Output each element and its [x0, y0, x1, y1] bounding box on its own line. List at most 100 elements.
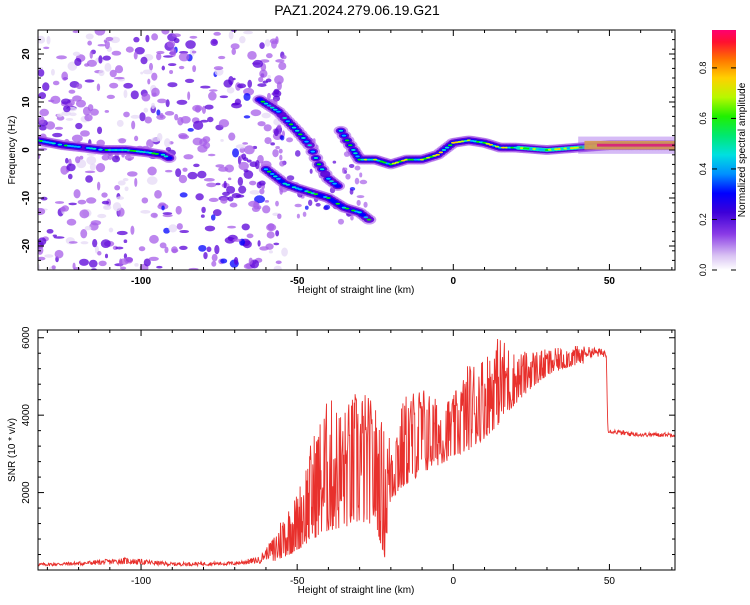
noise-blob [231, 48, 236, 56]
noise-blob [148, 62, 154, 71]
x-tick-label: -50 [290, 576, 305, 587]
noise-blob [237, 83, 247, 89]
noise-blob [71, 134, 83, 143]
noise-blob [247, 50, 257, 60]
ridge-segment [285, 183, 291, 186]
noise-blob [109, 69, 117, 78]
noise-blob [97, 213, 107, 219]
noise-blob [76, 83, 83, 90]
ridge-segment [507, 146, 512, 149]
noise-blob [179, 192, 188, 198]
ridge-segment [307, 144, 312, 147]
noise-blob [207, 153, 216, 157]
noise-blob [164, 169, 173, 173]
noise-blob [257, 121, 266, 127]
noise-blob [84, 170, 96, 174]
noise-blob [195, 193, 204, 201]
noise-blob [85, 33, 94, 40]
noise-blob [261, 112, 271, 119]
ridge-segment [269, 106, 275, 109]
noise-blob [45, 121, 56, 130]
noise-blob [133, 51, 138, 60]
noise-blob [235, 144, 246, 149]
noise-blob [98, 260, 107, 267]
noise-blob [114, 185, 121, 191]
ridge-segment [298, 133, 303, 136]
ridge-segment [163, 155, 169, 158]
noise-blob [101, 192, 108, 198]
spectrogram-content [38, 30, 675, 270]
noise-blob [273, 88, 280, 95]
snr-content [38, 338, 675, 568]
noise-blob [281, 247, 288, 257]
noise-blob [359, 172, 363, 178]
noise-blob [116, 230, 128, 236]
x-tick-label: 50 [604, 276, 616, 287]
noise-blob [167, 63, 177, 67]
noise-blob [75, 122, 83, 130]
ridge-segment [107, 149, 113, 151]
noise-blob [84, 79, 95, 83]
y-tick-label: -10 [21, 190, 32, 205]
noise-blob [92, 238, 98, 248]
noise-blob [38, 116, 45, 124]
noise-blob [114, 65, 124, 74]
ridge-segment [353, 152, 358, 155]
high-amplitude-band [578, 136, 675, 154]
noise-blob [187, 171, 198, 180]
colorbar-ticks: 0.0 0.2 0.4 0.6 0.8 [698, 62, 736, 277]
colorbar-tick-label: 0.6 [698, 112, 708, 125]
band-peak [596, 143, 675, 147]
noise-blob [145, 34, 150, 43]
noise-blob [248, 200, 259, 207]
noise-blob [363, 201, 368, 208]
noise-blob [38, 256, 46, 261]
noise-blob [104, 62, 112, 72]
ridge-segment [366, 158, 372, 161]
noise-blob [38, 35, 46, 44]
noise-blob [66, 163, 76, 172]
y-tick-label: 20 [21, 48, 32, 60]
noise-blob [74, 58, 82, 66]
colorbar-tick-label: 0.0 [698, 264, 708, 277]
noise-blob [84, 225, 92, 231]
colorbar-fill [712, 30, 736, 270]
noise-blob [72, 95, 82, 102]
noise-blob [104, 40, 110, 50]
noise-blob [259, 42, 265, 50]
noise-blob [89, 50, 93, 59]
snr-frame [37, 329, 676, 571]
noise-blob [337, 218, 345, 225]
noise-blob [276, 81, 282, 91]
x-tick-label: 0 [451, 576, 457, 587]
noise-blob [173, 37, 180, 44]
ridge-segment [291, 186, 297, 189]
noise-blob [164, 111, 175, 116]
noise-blob [200, 119, 209, 123]
noise-blob [227, 196, 234, 202]
noise-blob [243, 30, 253, 35]
ridge-segment [332, 182, 337, 185]
noise-blob [241, 153, 247, 160]
noise-blob [272, 149, 279, 158]
noise-blob [79, 155, 84, 160]
noise-blob [43, 46, 50, 50]
noise-blob [294, 150, 301, 157]
noise-blob [345, 173, 351, 180]
noise-blob [237, 176, 244, 186]
noise-blob [102, 204, 112, 211]
noise-blob [264, 39, 271, 47]
ridge-segment [76, 145, 81, 148]
x-tick-label: 50 [604, 576, 616, 587]
noise-blob [72, 30, 80, 34]
ridge-segment [276, 110, 281, 113]
ridge-segment [326, 177, 331, 180]
ridge-segment [276, 177, 281, 180]
noise-blob [227, 177, 232, 181]
noise-blob [242, 142, 249, 145]
noise-blob [87, 40, 92, 46]
noise-blob [246, 159, 252, 163]
noise-blob [304, 205, 309, 210]
ridge-segment [113, 149, 119, 151]
